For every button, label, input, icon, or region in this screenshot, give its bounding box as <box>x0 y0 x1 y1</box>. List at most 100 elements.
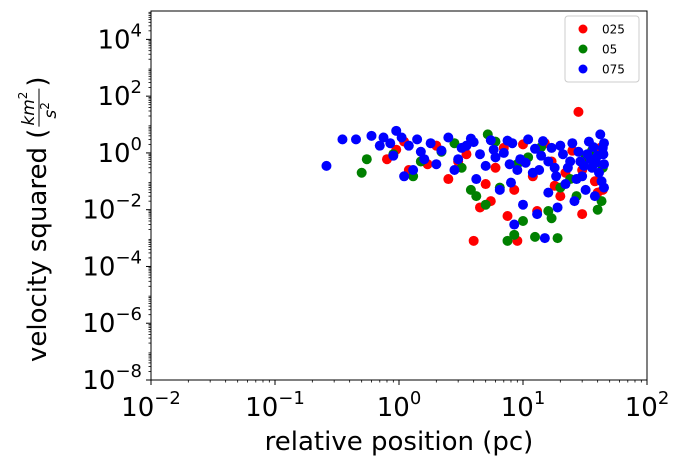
legend: 025 05 075 <box>564 15 640 83</box>
point-075-50 <box>425 138 436 149</box>
point-075-55 <box>512 165 523 176</box>
point-075-71 <box>520 157 531 168</box>
x-axis-ticks: 10−2 10−1 100 101 102 <box>121 380 669 423</box>
x-tick-label: 10−2 <box>121 388 181 423</box>
point-075-84 <box>507 138 518 149</box>
y-tick-label: 10−2 <box>82 191 142 226</box>
y-tick-label: 104 <box>97 20 142 55</box>
point-075-10 <box>415 146 426 157</box>
point-075-20 <box>505 177 516 188</box>
point-075-15 <box>471 174 482 185</box>
point-075-18 <box>494 184 505 195</box>
point-075-76 <box>578 160 589 171</box>
point-075-66 <box>436 145 447 156</box>
point-075-39 <box>580 184 591 195</box>
series-075 <box>321 125 609 244</box>
point-075-44 <box>595 129 606 140</box>
point-075-26 <box>532 209 543 220</box>
point-075-6 <box>388 150 399 161</box>
x-tick-label: 102 <box>625 388 670 423</box>
point-075-31 <box>549 162 560 173</box>
point-075-59 <box>567 138 578 149</box>
point-075-24 <box>523 134 534 145</box>
x-tick-label: 100 <box>377 388 422 423</box>
point-075-75 <box>571 174 582 185</box>
y-tick-label: 10−6 <box>82 304 142 339</box>
point-075-68 <box>475 149 485 160</box>
point-075-48 <box>599 182 609 193</box>
point-075-67 <box>456 142 467 153</box>
ylabel-unit-denominator: s2 <box>38 102 61 119</box>
point-075-13 <box>453 154 464 165</box>
point-075-70 <box>504 159 515 170</box>
point-075-81 <box>396 132 407 143</box>
point-075-57 <box>543 156 554 167</box>
point-075-16 <box>480 160 491 171</box>
legend-marker-075 <box>578 64 588 74</box>
x-tick-label: 10−1 <box>245 388 305 423</box>
point-05-31 <box>592 204 603 215</box>
point-075-2 <box>351 134 361 145</box>
legend-label-025: 025 <box>602 23 625 37</box>
point-075-69 <box>488 144 499 155</box>
point-075-21 <box>509 219 520 230</box>
x-axis-label: relative position (pc) <box>265 427 534 457</box>
point-075-1 <box>337 134 348 145</box>
ylabel-suffix: ) <box>23 76 53 86</box>
ylabel-prefix: velocity squared ( <box>23 129 53 362</box>
point-025-17 <box>490 162 501 173</box>
points-layer <box>321 106 609 246</box>
point-025-1 <box>468 235 479 246</box>
point-075-37 <box>573 146 584 157</box>
point-075-83 <box>465 133 476 144</box>
point-05-1 <box>361 154 372 165</box>
y-tick-label: 100 <box>97 134 142 169</box>
point-075-85 <box>538 136 549 147</box>
legend-marker-05 <box>578 44 588 54</box>
point-075-53 <box>490 152 501 163</box>
legend-label-075: 075 <box>602 63 625 77</box>
point-075-9 <box>408 165 419 176</box>
point-05-3 <box>502 235 513 246</box>
point-075-79 <box>598 149 609 160</box>
point-075-19 <box>498 147 509 158</box>
point-075-12 <box>443 132 454 143</box>
y-tick-label: 10−4 <box>82 247 142 282</box>
point-075-28 <box>539 233 550 244</box>
svg-text:velocity squared (: velocity squared ( <box>23 129 53 362</box>
point-05-29 <box>465 184 476 195</box>
ylabel-unit-numerator: km2 <box>16 92 39 126</box>
point-075-64 <box>403 140 414 151</box>
point-075-74 <box>562 162 573 173</box>
point-05-0 <box>356 167 367 178</box>
point-025-3 <box>577 209 588 220</box>
point-075-62 <box>588 142 599 153</box>
point-075-49 <box>599 138 609 149</box>
point-075-7 <box>391 125 402 136</box>
y-axis-ticks: 10−8 10−6 10−4 10−2 100 102 104 <box>82 11 151 396</box>
point-075-72 <box>534 165 545 176</box>
point-05-8 <box>518 215 528 226</box>
point-075-82 <box>412 134 423 145</box>
point-075-4 <box>374 140 385 151</box>
point-05-5 <box>530 231 541 242</box>
point-025-4 <box>502 210 513 221</box>
point-075-51 <box>449 165 460 176</box>
point-025-15 <box>443 174 454 185</box>
legend-marker-025 <box>578 24 588 34</box>
point-075-80 <box>385 138 396 149</box>
point-075-29 <box>543 187 554 198</box>
point-075-3 <box>366 130 377 141</box>
point-025-29 <box>480 179 491 190</box>
point-075-32 <box>552 202 563 213</box>
point-075-33 <box>555 140 566 151</box>
point-075-36 <box>569 196 580 207</box>
point-025-0 <box>573 106 584 117</box>
point-075-47 <box>599 159 609 170</box>
point-075-65 <box>419 154 430 165</box>
point-075-23 <box>518 199 528 210</box>
point-075-0 <box>321 160 332 171</box>
point-075-5 <box>378 132 389 143</box>
